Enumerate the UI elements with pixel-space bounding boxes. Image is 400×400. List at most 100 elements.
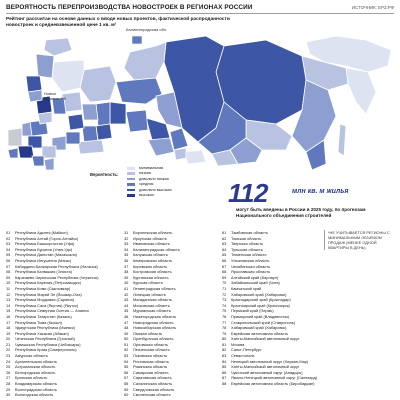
region-list-item: 20 Чеченская Республика (Грозный) — [6, 336, 110, 342]
region-list-item: 52 Пензенская область — [124, 347, 208, 353]
region-number: 78 — [222, 325, 227, 331]
region-name: Камчатский край — [231, 285, 262, 291]
region-name: Тамбовская область — [231, 230, 268, 235]
region-name: Москва — [231, 341, 245, 347]
region-list-item: 41 Ленинградская область — [124, 286, 208, 292]
region-list-item: 22 Республика Крым (Симферополь) — [6, 347, 110, 353]
legend-swatch — [126, 171, 136, 176]
region-name: Севастополь — [231, 353, 255, 359]
region-name: Республика Татарстан (Казань) — [15, 313, 72, 319]
region-name: Забайкальский край (Чита) — [231, 280, 280, 286]
region-name: Еврейская автономная область (Биробиджан… — [231, 381, 315, 387]
region-buryatia — [211, 149, 239, 167]
region-number: 70 — [222, 280, 227, 286]
region-list-item: 38 Костромская область — [124, 269, 208, 275]
region-sverdlovsk — [95, 101, 111, 127]
region-number: 54 — [124, 358, 129, 364]
region-list-item: 29 Волгоградская область — [6, 387, 110, 393]
region-number: 51 — [124, 341, 129, 347]
region-bashkortostan — [81, 125, 99, 143]
region-name: Ивановская область — [133, 241, 170, 247]
region-list-item: 73 Краснодарский край (Краснодар) — [222, 297, 322, 303]
region-list-item: 17 Республика Тыва (Кызыл) — [6, 320, 110, 326]
region-list-item: 43 Магаданская область — [124, 297, 208, 303]
region-list-item: 67 Челябинская область — [222, 264, 322, 270]
region-name: Омская область — [133, 330, 163, 336]
region-list-item: 68 Ярославская область — [222, 269, 322, 275]
region-murmansk — [43, 37, 73, 57]
region-name: Амурская область — [15, 353, 48, 359]
region-sakhalin — [337, 123, 347, 157]
region-list-item: 16 Республика Татарстан (Казань) — [6, 314, 110, 320]
region-number: 24 — [6, 358, 11, 364]
region-list-item: 79 Еврейская автономная область — [222, 331, 322, 337]
page-subtitle: Рейтинг рассчитан на основе данных о вво… — [6, 17, 230, 28]
region-karelia — [35, 53, 55, 79]
region-name: Республика Алтай (Горно-Алтайск) — [15, 235, 79, 241]
region-number: 44 — [124, 302, 129, 308]
region-number: 56 — [124, 369, 129, 375]
region-altai-krai — [147, 137, 175, 157]
region-list-item: 27 Брянская область — [6, 375, 110, 381]
region-list-item: 45 Мурманская область — [124, 308, 208, 314]
region-name: Липецкая область — [133, 291, 166, 297]
region-name: Пермский край (Пермь) — [231, 308, 274, 314]
region-number: 20 — [6, 336, 11, 342]
region-rostov — [27, 135, 43, 149]
region-stavropol — [31, 155, 45, 167]
region-list-item: 83 Севастополь — [222, 353, 322, 359]
region-list-item: 39 Курганская область — [124, 275, 208, 281]
legend-swatch — [126, 193, 136, 198]
legend-label: довольно высокая — [139, 187, 172, 192]
highlight-note: могут быть введены в России в 2025 году,… — [236, 207, 366, 218]
region-number: 84 — [222, 358, 227, 364]
legend-title: Вероятность: — [90, 172, 119, 177]
region-number: 11 — [6, 285, 11, 291]
region-list-item: 01 Республика Адыгея (Майкоп) — [6, 230, 110, 236]
region-list-item: 76 Приморский край (Владивосток) — [222, 314, 322, 320]
legend-swatch — [126, 176, 136, 182]
region-list-item: 62 Томская область — [222, 236, 322, 242]
region-number: 19 — [6, 330, 11, 336]
region-list-item: 08 Республика Калмыкия (Элиста) — [6, 269, 110, 275]
region-name: Челябинская область — [231, 263, 271, 269]
legend-label: минимальная — [139, 166, 164, 170]
region-name: Ямало-Ненецкий автономный округ (Салехар… — [231, 375, 318, 381]
legend-label: низкая — [139, 171, 151, 176]
region-number: 79 — [222, 330, 227, 336]
region-list-item: 31 Воронежская область — [124, 230, 208, 236]
header: ВЕРОЯТНОСТЬ ПЕРЕПРОИЗВОДСТВА НОВОСТРОЕК … — [6, 4, 394, 14]
region-number: 05 — [6, 252, 11, 258]
region-khabarovsk — [291, 79, 337, 153]
region-number: 12 — [6, 291, 11, 297]
region-tver — [27, 89, 43, 103]
region-name: Ульяновская область — [231, 257, 270, 263]
region-number: 77 — [222, 319, 227, 325]
region-number: 69 — [222, 274, 227, 280]
region-name: Астраханская область — [15, 364, 56, 370]
region-list-item: 55 Рязанская область — [124, 364, 208, 370]
region-list-item: 88 Еврейская автономная область (Биробидж… — [222, 381, 322, 387]
region-number: 75 — [222, 308, 227, 314]
region-list-item: 47 Новгородская область — [124, 320, 208, 326]
legend-item: высокая — [126, 193, 216, 198]
region-number: 49 — [124, 330, 129, 336]
region-list-item: 85 Ханты-Мансийский автономный округ — [222, 364, 322, 370]
region-name: Ленинградская область — [133, 285, 176, 291]
region-number: 55 — [124, 364, 129, 370]
region-name: Оренбургская область — [133, 336, 174, 342]
region-number: 06 — [6, 257, 11, 263]
region-name: Орловская область — [133, 341, 169, 347]
region-name: Республика Тыва (Кызыл) — [15, 319, 62, 325]
region-arkhangelsk — [51, 59, 85, 93]
region-number: 42 — [124, 291, 129, 297]
region-name: Тверская область — [231, 241, 264, 247]
region-name: Кировская область — [133, 263, 168, 269]
region-number: 40 — [124, 280, 129, 286]
region-kaliningrad — [131, 35, 143, 45]
region-list-item: 03 Республика Башкортостан (Уфа) — [6, 241, 110, 247]
region-list-3: 61 Тамбовская область 62 Томская область 63 Т… — [222, 230, 322, 387]
region-list-item: 65 Тюменская область — [222, 252, 322, 258]
region-number: 02 — [6, 235, 11, 241]
region-name: Республика Карелия (Петрозаводск) — [15, 280, 81, 286]
